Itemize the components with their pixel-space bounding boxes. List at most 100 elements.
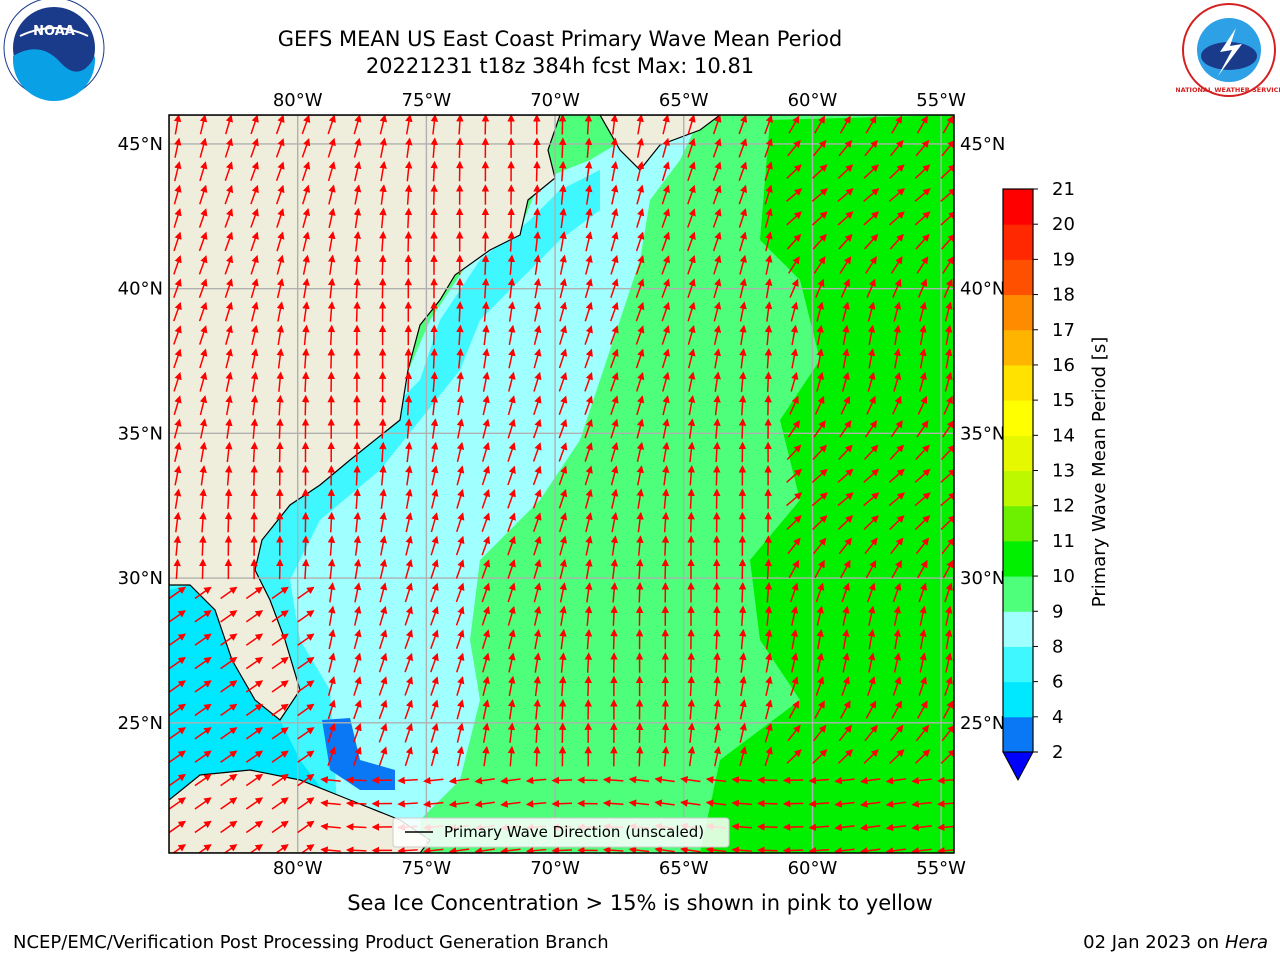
wave-arrow (787, 139, 801, 157)
wave-arrow (220, 820, 238, 834)
lon-tick-label: 80°W (273, 858, 323, 879)
wave-arrow (786, 749, 802, 764)
wave-arrow (636, 395, 645, 416)
wave-arrow (353, 184, 362, 205)
wave-arrow (610, 301, 619, 322)
wave-arrow (585, 558, 593, 580)
wave-arrow (713, 394, 721, 416)
wave-arrow (198, 325, 208, 345)
wave-arrow (430, 652, 439, 673)
wave-arrow (635, 301, 645, 322)
wave-arrow (430, 512, 439, 533)
wave-arrow (609, 348, 619, 369)
wave-arrow (812, 515, 828, 530)
wave-arrow (610, 605, 618, 626)
wave-arrow (786, 188, 803, 202)
wave-arrow (687, 745, 696, 767)
wave-arrow (225, 348, 233, 369)
wave-arrow (917, 700, 928, 719)
lat-tick-label: 30°N (960, 568, 1005, 589)
wave-arrow (610, 115, 619, 135)
colorbar-tick-label: 11 (1052, 531, 1075, 552)
wave-arrow (199, 535, 207, 556)
wave-arrow (297, 586, 315, 600)
wave-arrow (812, 444, 828, 461)
wave-arrow (839, 256, 852, 274)
wave-arrow (713, 301, 722, 322)
wave-arrow (533, 605, 542, 626)
wave-arrow (860, 823, 881, 832)
wave-arrow (404, 231, 413, 252)
wave-arrow (327, 161, 336, 182)
wave-arrow (867, 582, 876, 603)
wave-arrow (423, 800, 444, 808)
wave-arrow (199, 137, 208, 158)
colorbar: 2 4 6 8 9 10 11 12 13 14 15 16 17 18 19 20 21 (1002, 179, 1075, 782)
wave-arrow (911, 847, 932, 853)
wave-arrow (917, 559, 928, 579)
wave-arrow (738, 115, 748, 135)
wave-arrow (636, 137, 645, 158)
wave-arrow (430, 488, 439, 509)
wave-arrow (584, 488, 593, 509)
land-cuba (169, 769, 431, 853)
wave-arrow (764, 115, 773, 135)
wave-arrow (297, 703, 315, 717)
wave-arrow (404, 441, 413, 463)
wave-arrow (431, 465, 439, 486)
wave-arrow (353, 277, 361, 299)
wave-arrow (559, 325, 568, 345)
wave-arrow (941, 724, 954, 742)
wave-arrow (378, 699, 388, 720)
lat-tick-label: 35°N (118, 423, 163, 444)
wave-arrow (481, 512, 491, 532)
wave-arrow (302, 231, 310, 252)
wave-arrow (456, 676, 465, 696)
wave-arrow (533, 652, 542, 673)
wave-arrow (169, 633, 187, 646)
wave-arrow (739, 652, 747, 673)
wave-arrow (173, 184, 182, 205)
wave-arrow (765, 254, 773, 275)
colorbar-tick-label: 10 (1052, 566, 1075, 587)
wave-arrow (738, 582, 747, 603)
wave-arrow (739, 278, 747, 299)
wave-arrow (661, 301, 670, 322)
colorbar-tick-label: 19 (1052, 249, 1075, 270)
wave-arrow (397, 800, 418, 808)
wave-arrow (839, 420, 852, 438)
wave-arrow (757, 823, 778, 831)
wave-arrow (940, 515, 954, 530)
wave-arrow (687, 301, 696, 322)
wave-arrow (814, 700, 825, 719)
wave-arrow (456, 418, 465, 439)
wave-arrow (945, 605, 953, 626)
wave-arrow (481, 301, 490, 322)
wave-arrow (786, 492, 803, 507)
wave-arrow (430, 394, 439, 416)
wave-arrow (353, 465, 361, 486)
wave-arrow (943, 395, 953, 415)
wave-arrow (173, 255, 182, 275)
wave-arrow (636, 184, 645, 205)
wave-arrow (482, 395, 490, 416)
wave-arrow (892, 278, 902, 298)
wave-arrow (423, 847, 444, 853)
wave-arrow (245, 703, 264, 717)
wave-arrow (194, 727, 212, 740)
wave-arrow (507, 442, 516, 462)
wave-arrow (919, 324, 927, 346)
wave-arrow (481, 465, 491, 486)
lon-tick-label: 65°W (659, 90, 709, 111)
wave-arrow (558, 372, 568, 392)
wave-arrow (635, 348, 645, 369)
wave-arrow (224, 255, 234, 275)
wave-arrow (173, 348, 182, 369)
wave-arrow (731, 822, 752, 831)
wave-arrow (687, 231, 696, 252)
wave-arrow (610, 372, 619, 392)
wave-arrow (787, 420, 800, 438)
wave-arrow (224, 115, 233, 135)
wave-arrow (636, 441, 645, 463)
wave-arrow (481, 277, 490, 299)
